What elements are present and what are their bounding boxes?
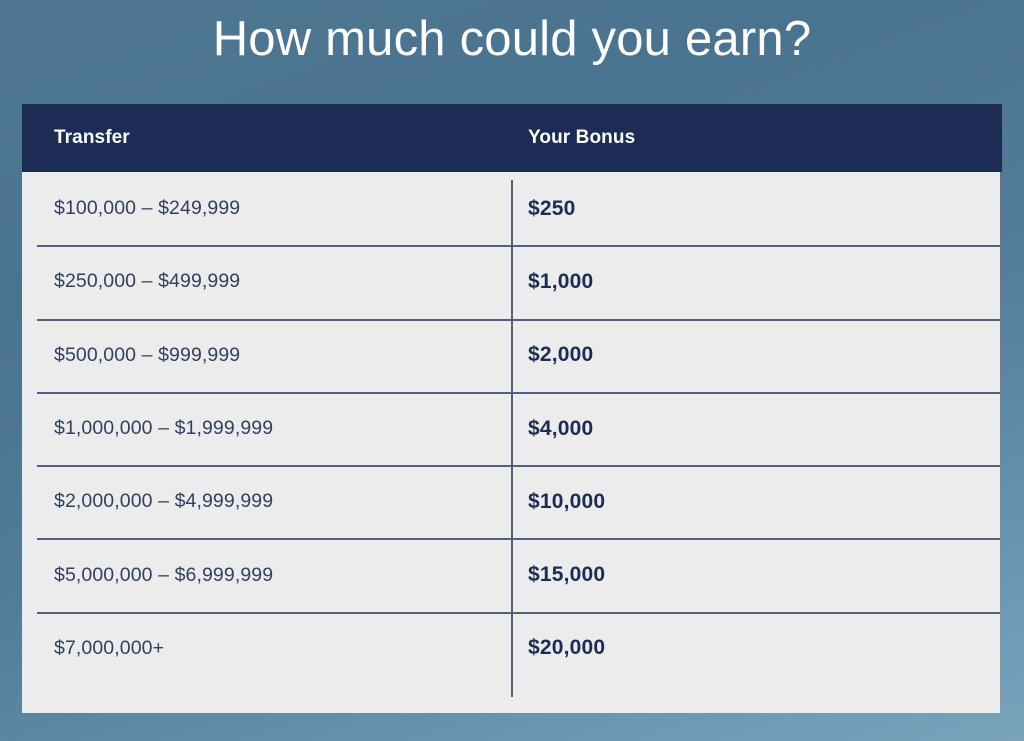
column-header-transfer: Transfer (54, 127, 130, 148)
cell-transfer: $100,000 – $249,999 (54, 197, 241, 220)
cell-transfer: $500,000 – $999,999 (54, 343, 241, 366)
page-title: How much could you earn? (212, 12, 812, 66)
cell-bonus: $10,000 (528, 489, 606, 513)
table-row: $1,000,000 – $1,999,999 $4,000 (22, 391, 1000, 465)
cell-transfer: $5,000,000 – $6,999,999 (54, 563, 274, 586)
cell-bonus: $2,000 (528, 343, 594, 367)
table-row: $500,000 – $999,999 $2,000 (22, 318, 1000, 392)
table-row: $250,000 – $499,999 $1,000 (22, 245, 1000, 318)
column-divider (511, 180, 513, 697)
cell-transfer: $2,000,000 – $4,999,999 (54, 490, 274, 513)
cell-transfer: $1,000,000 – $1,999,999 (54, 417, 274, 440)
table-row: $5,000,000 – $6,999,999 $15,000 (22, 538, 1000, 611)
table-body: $100,000 – $249,999 $250 $250,000 – $499… (22, 172, 1000, 713)
table-header-row: Transfer Your Bonus (22, 104, 1002, 172)
table-row: $100,000 – $249,999 $250 (22, 172, 1000, 245)
table-row: $7,000,000+ $20,000 (22, 611, 1000, 685)
cell-bonus: $20,000 (528, 636, 606, 660)
cell-bonus: $250 (528, 196, 576, 220)
cell-bonus: $4,000 (528, 416, 594, 440)
cell-transfer: $7,000,000+ (54, 636, 165, 659)
bonus-table-card: Transfer Your Bonus $100,000 – $249,999 … (22, 104, 1002, 713)
cell-bonus: $15,000 (528, 563, 606, 587)
bonus-table: Transfer Your Bonus $100,000 – $249,999 … (22, 104, 1002, 713)
column-header-bonus: Your Bonus (528, 127, 636, 148)
cell-bonus: $1,000 (528, 269, 594, 293)
cell-transfer: $250,000 – $499,999 (54, 270, 241, 293)
table-row: $2,000,000 – $4,999,999 $10,000 (22, 465, 1000, 538)
